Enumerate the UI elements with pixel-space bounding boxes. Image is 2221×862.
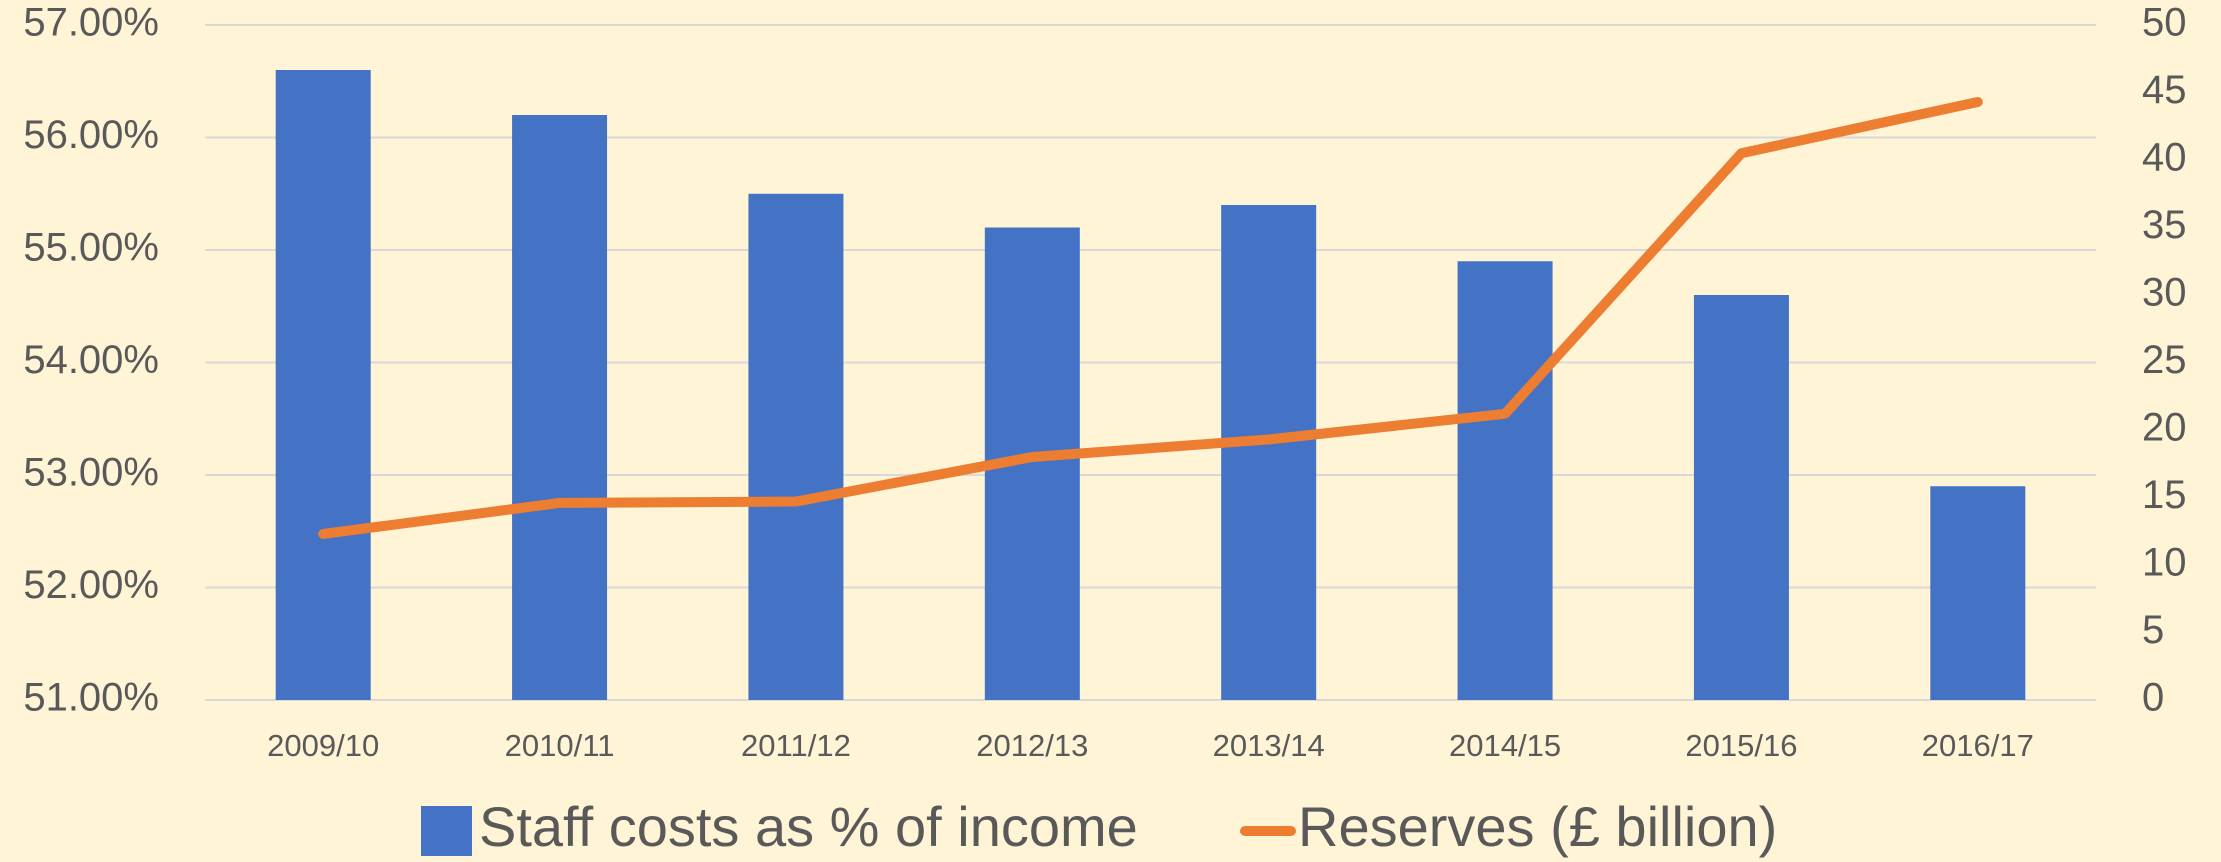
x-tick-label: 2015/16	[1685, 728, 1797, 763]
legend-swatch	[421, 806, 472, 856]
y2-tick-label: 5	[2142, 608, 2164, 652]
y2-tick-label: 50	[2142, 1, 2187, 45]
bar	[1693, 295, 1789, 700]
legend-label: Staff costs as % of income	[479, 795, 1138, 858]
legend-label: Reserves (£ billion)	[1298, 795, 1777, 858]
bar	[1457, 261, 1553, 700]
y2-tick-label: 10	[2142, 541, 2187, 585]
y2-tick-label: 45	[2142, 68, 2187, 112]
x-tick-label: 2014/15	[1449, 728, 1561, 763]
y-tick-label: 55.00%	[23, 226, 159, 270]
bar	[512, 115, 608, 700]
line	[318, 96, 1983, 539]
x-tick-label: 2012/13	[976, 728, 1088, 763]
x-tick-label: 2013/14	[1213, 728, 1325, 763]
x-tick-label: 2009/10	[267, 728, 379, 763]
y-tick-label: 52.00%	[23, 563, 159, 607]
y-tick-label: 57.00%	[23, 1, 159, 45]
y2-tick-label: 40	[2142, 136, 2187, 180]
y2-tick-label: 0	[2142, 676, 2164, 720]
y-tick-label: 56.00%	[23, 113, 159, 157]
y-tick-label: 53.00%	[23, 451, 159, 495]
x-tick-label: 2016/17	[1922, 728, 2034, 763]
y-tick-label: 54.00%	[23, 338, 159, 382]
bar	[1930, 486, 2026, 700]
y2-tick-label: 20	[2142, 406, 2187, 450]
bar	[275, 70, 371, 700]
y2-tick-label: 15	[2142, 473, 2187, 517]
y-tick-label: 51.00%	[23, 676, 159, 720]
y2-tick-label: 30	[2142, 271, 2187, 315]
x-tick-label: 2010/11	[505, 728, 615, 763]
y2-tick-label: 35	[2142, 203, 2187, 247]
bar	[748, 193, 844, 700]
bar	[1221, 205, 1317, 700]
x-tick-label: 2011/12	[741, 728, 851, 763]
y2-tick-label: 25	[2142, 338, 2187, 382]
